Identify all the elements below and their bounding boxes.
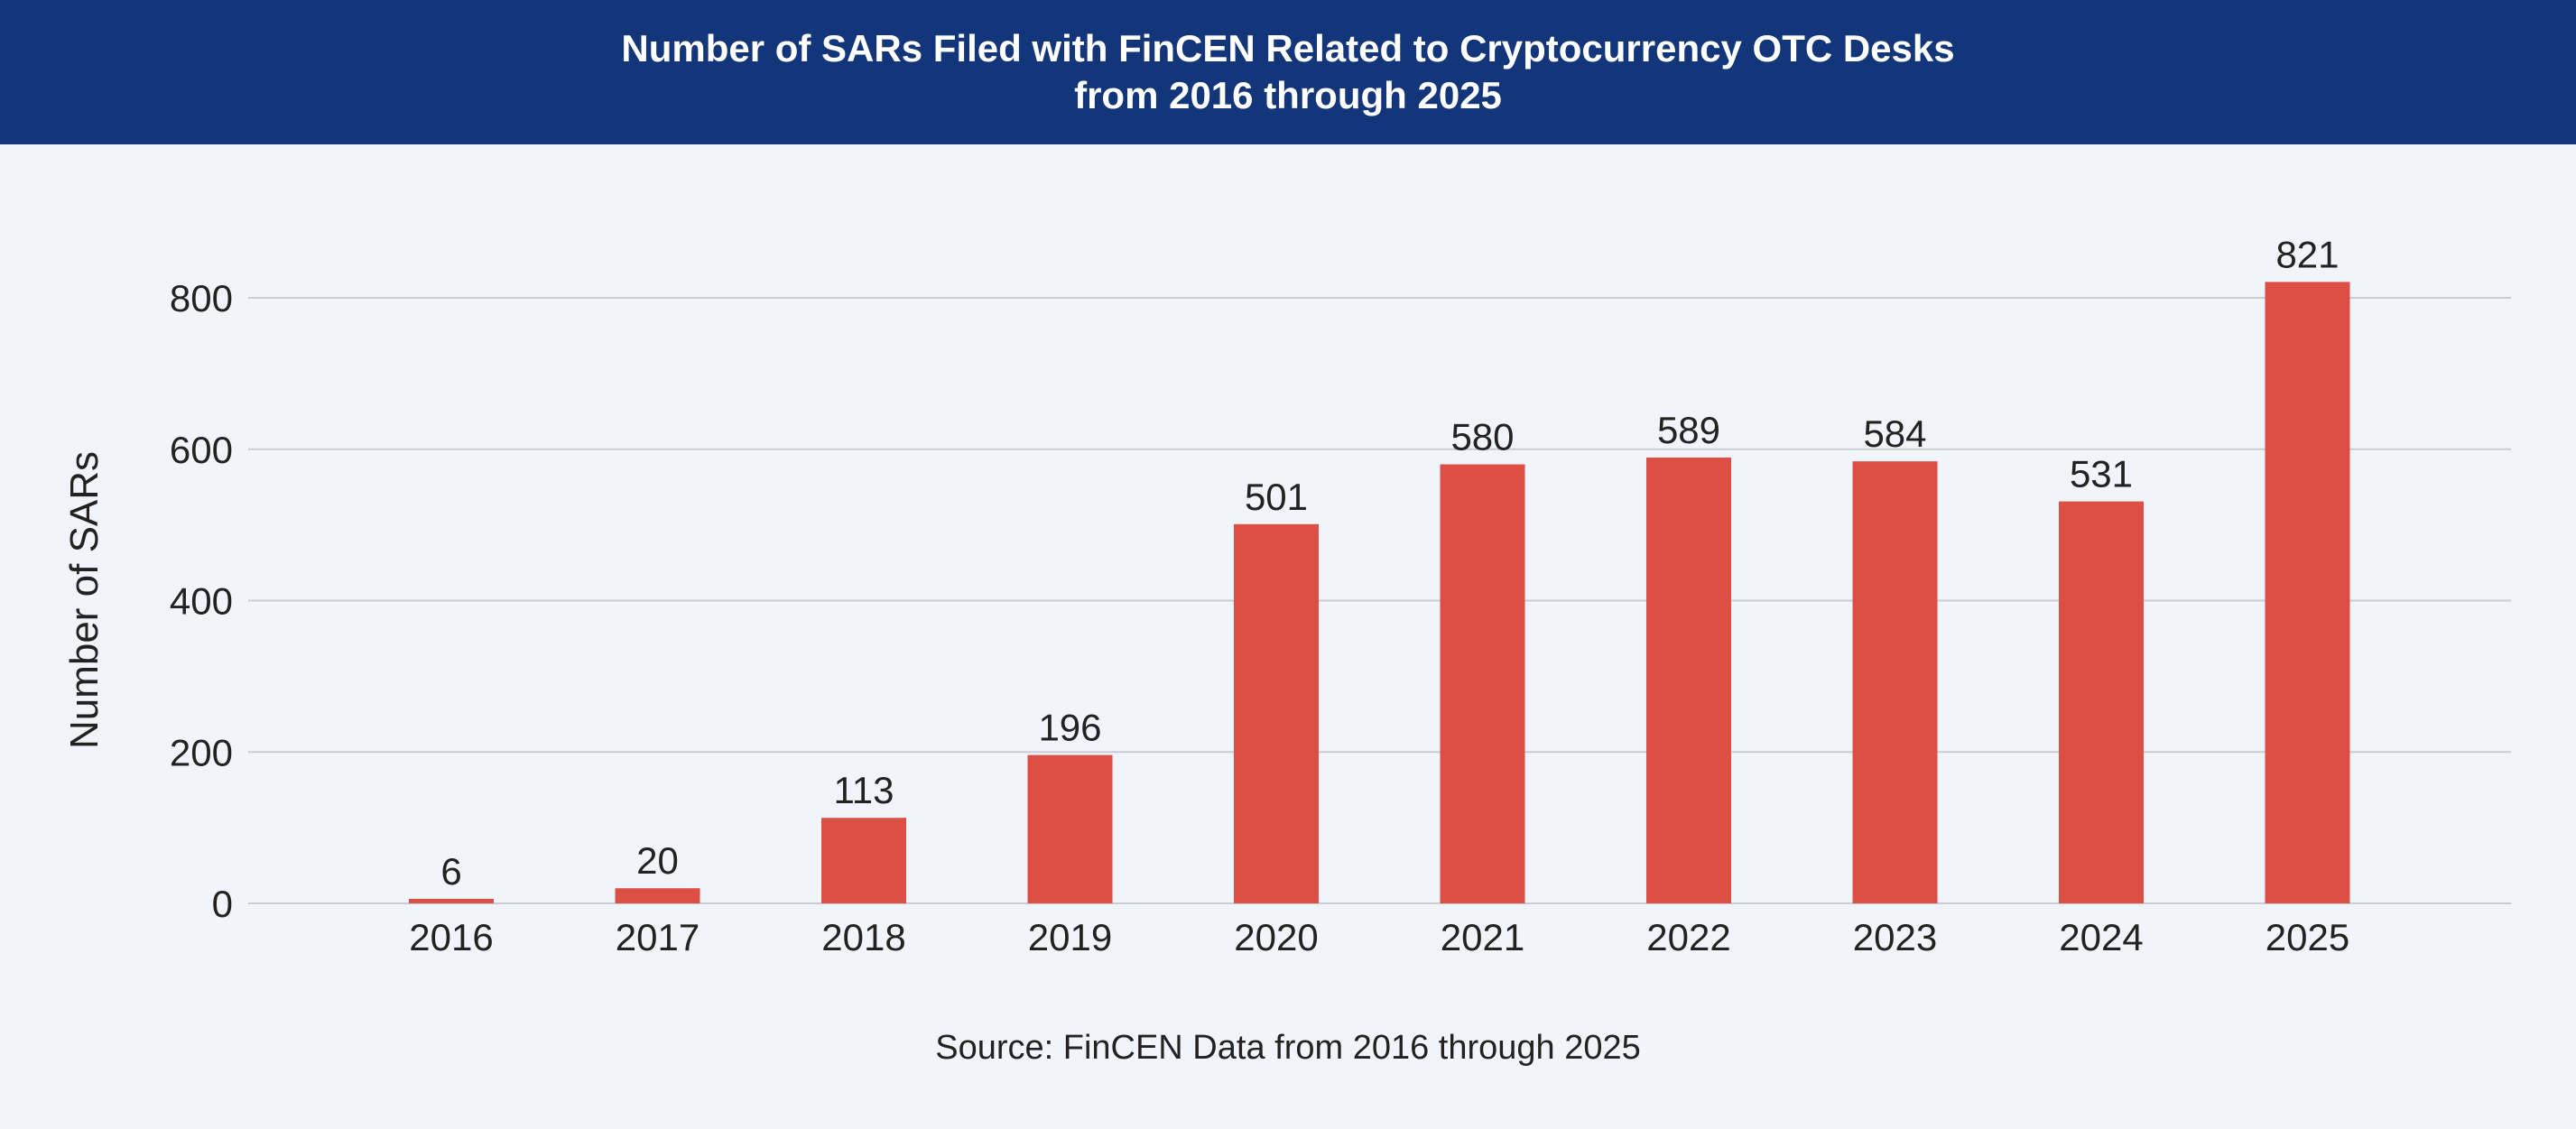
gridlines — [248, 297, 2511, 904]
x-tick-label-2020: 2020 — [1234, 916, 1318, 958]
bar-2023 — [1852, 461, 1938, 903]
data-label-2023: 584 — [1863, 412, 1926, 455]
bar-chart: 0 200 400 600 800 6 20 113 196 501 580 589 584 531 82… — [62, 233, 2511, 958]
bar-2018 — [821, 818, 906, 903]
data-label-2025: 821 — [2275, 233, 2339, 275]
bar-2025 — [2265, 282, 2350, 903]
y-tick-label: 0 — [212, 883, 233, 925]
data-label-2018: 113 — [834, 769, 894, 811]
data-label-2022: 589 — [1657, 409, 1720, 451]
x-tick-label-2016: 2016 — [409, 916, 493, 958]
data-label-2020: 501 — [1245, 476, 1308, 518]
data-label-2019: 196 — [1038, 707, 1101, 749]
x-tick-label-2025: 2025 — [2266, 916, 2349, 958]
bar-2019 — [1027, 754, 1113, 903]
data-label-2024: 531 — [2070, 453, 2133, 495]
bar-2020 — [1234, 523, 1319, 903]
x-tick-label-2023: 2023 — [1853, 916, 1937, 958]
x-tick-label-2022: 2022 — [1646, 916, 1730, 958]
chart-title-line-1: Number of SARs Filed with FinCEN Related… — [621, 27, 1955, 69]
data-labels: 6 20 113 196 501 580 589 584 531 821 — [440, 233, 2339, 893]
y-tick-label: 400 — [170, 580, 233, 623]
y-tick-label: 600 — [170, 429, 233, 471]
bar-2016 — [409, 898, 494, 903]
x-tick-label-2021: 2021 — [1441, 916, 1524, 958]
bars — [409, 282, 2350, 903]
data-label-2017: 20 — [636, 839, 679, 882]
bar-2021 — [1440, 464, 1525, 903]
y-tick-label: 200 — [170, 731, 233, 773]
source-note: Source: FinCEN Data from 2016 through 20… — [935, 1029, 1641, 1067]
y-axis-label: Number of SARs — [62, 451, 107, 749]
y-tick-label: 800 — [170, 277, 233, 319]
bar-2022 — [1646, 457, 1731, 903]
bar-2017 — [615, 888, 700, 903]
chart-area: 0 200 400 600 800 6 20 113 196 501 580 589 584 531 82… — [0, 144, 2576, 1124]
y-axis-ticks: 0 200 400 600 800 — [170, 277, 233, 925]
x-tick-label-2017: 2017 — [616, 916, 700, 958]
x-tick-label-2019: 2019 — [1028, 916, 1112, 958]
x-tick-label-2018: 2018 — [821, 916, 905, 958]
data-label-2021: 580 — [1450, 416, 1514, 458]
chart-header: Number of SARs Filed with FinCEN Related… — [0, 0, 2576, 144]
data-label-2016: 6 — [440, 850, 461, 893]
x-axis-ticks: 2016 2017 2018 2019 2020 2021 2022 2023 2024 2025 — [409, 916, 2349, 958]
bar-2024 — [2059, 501, 2144, 903]
chart-title-line-2: from 2016 through 2025 — [1074, 74, 1502, 116]
x-tick-label-2024: 2024 — [2059, 916, 2143, 958]
